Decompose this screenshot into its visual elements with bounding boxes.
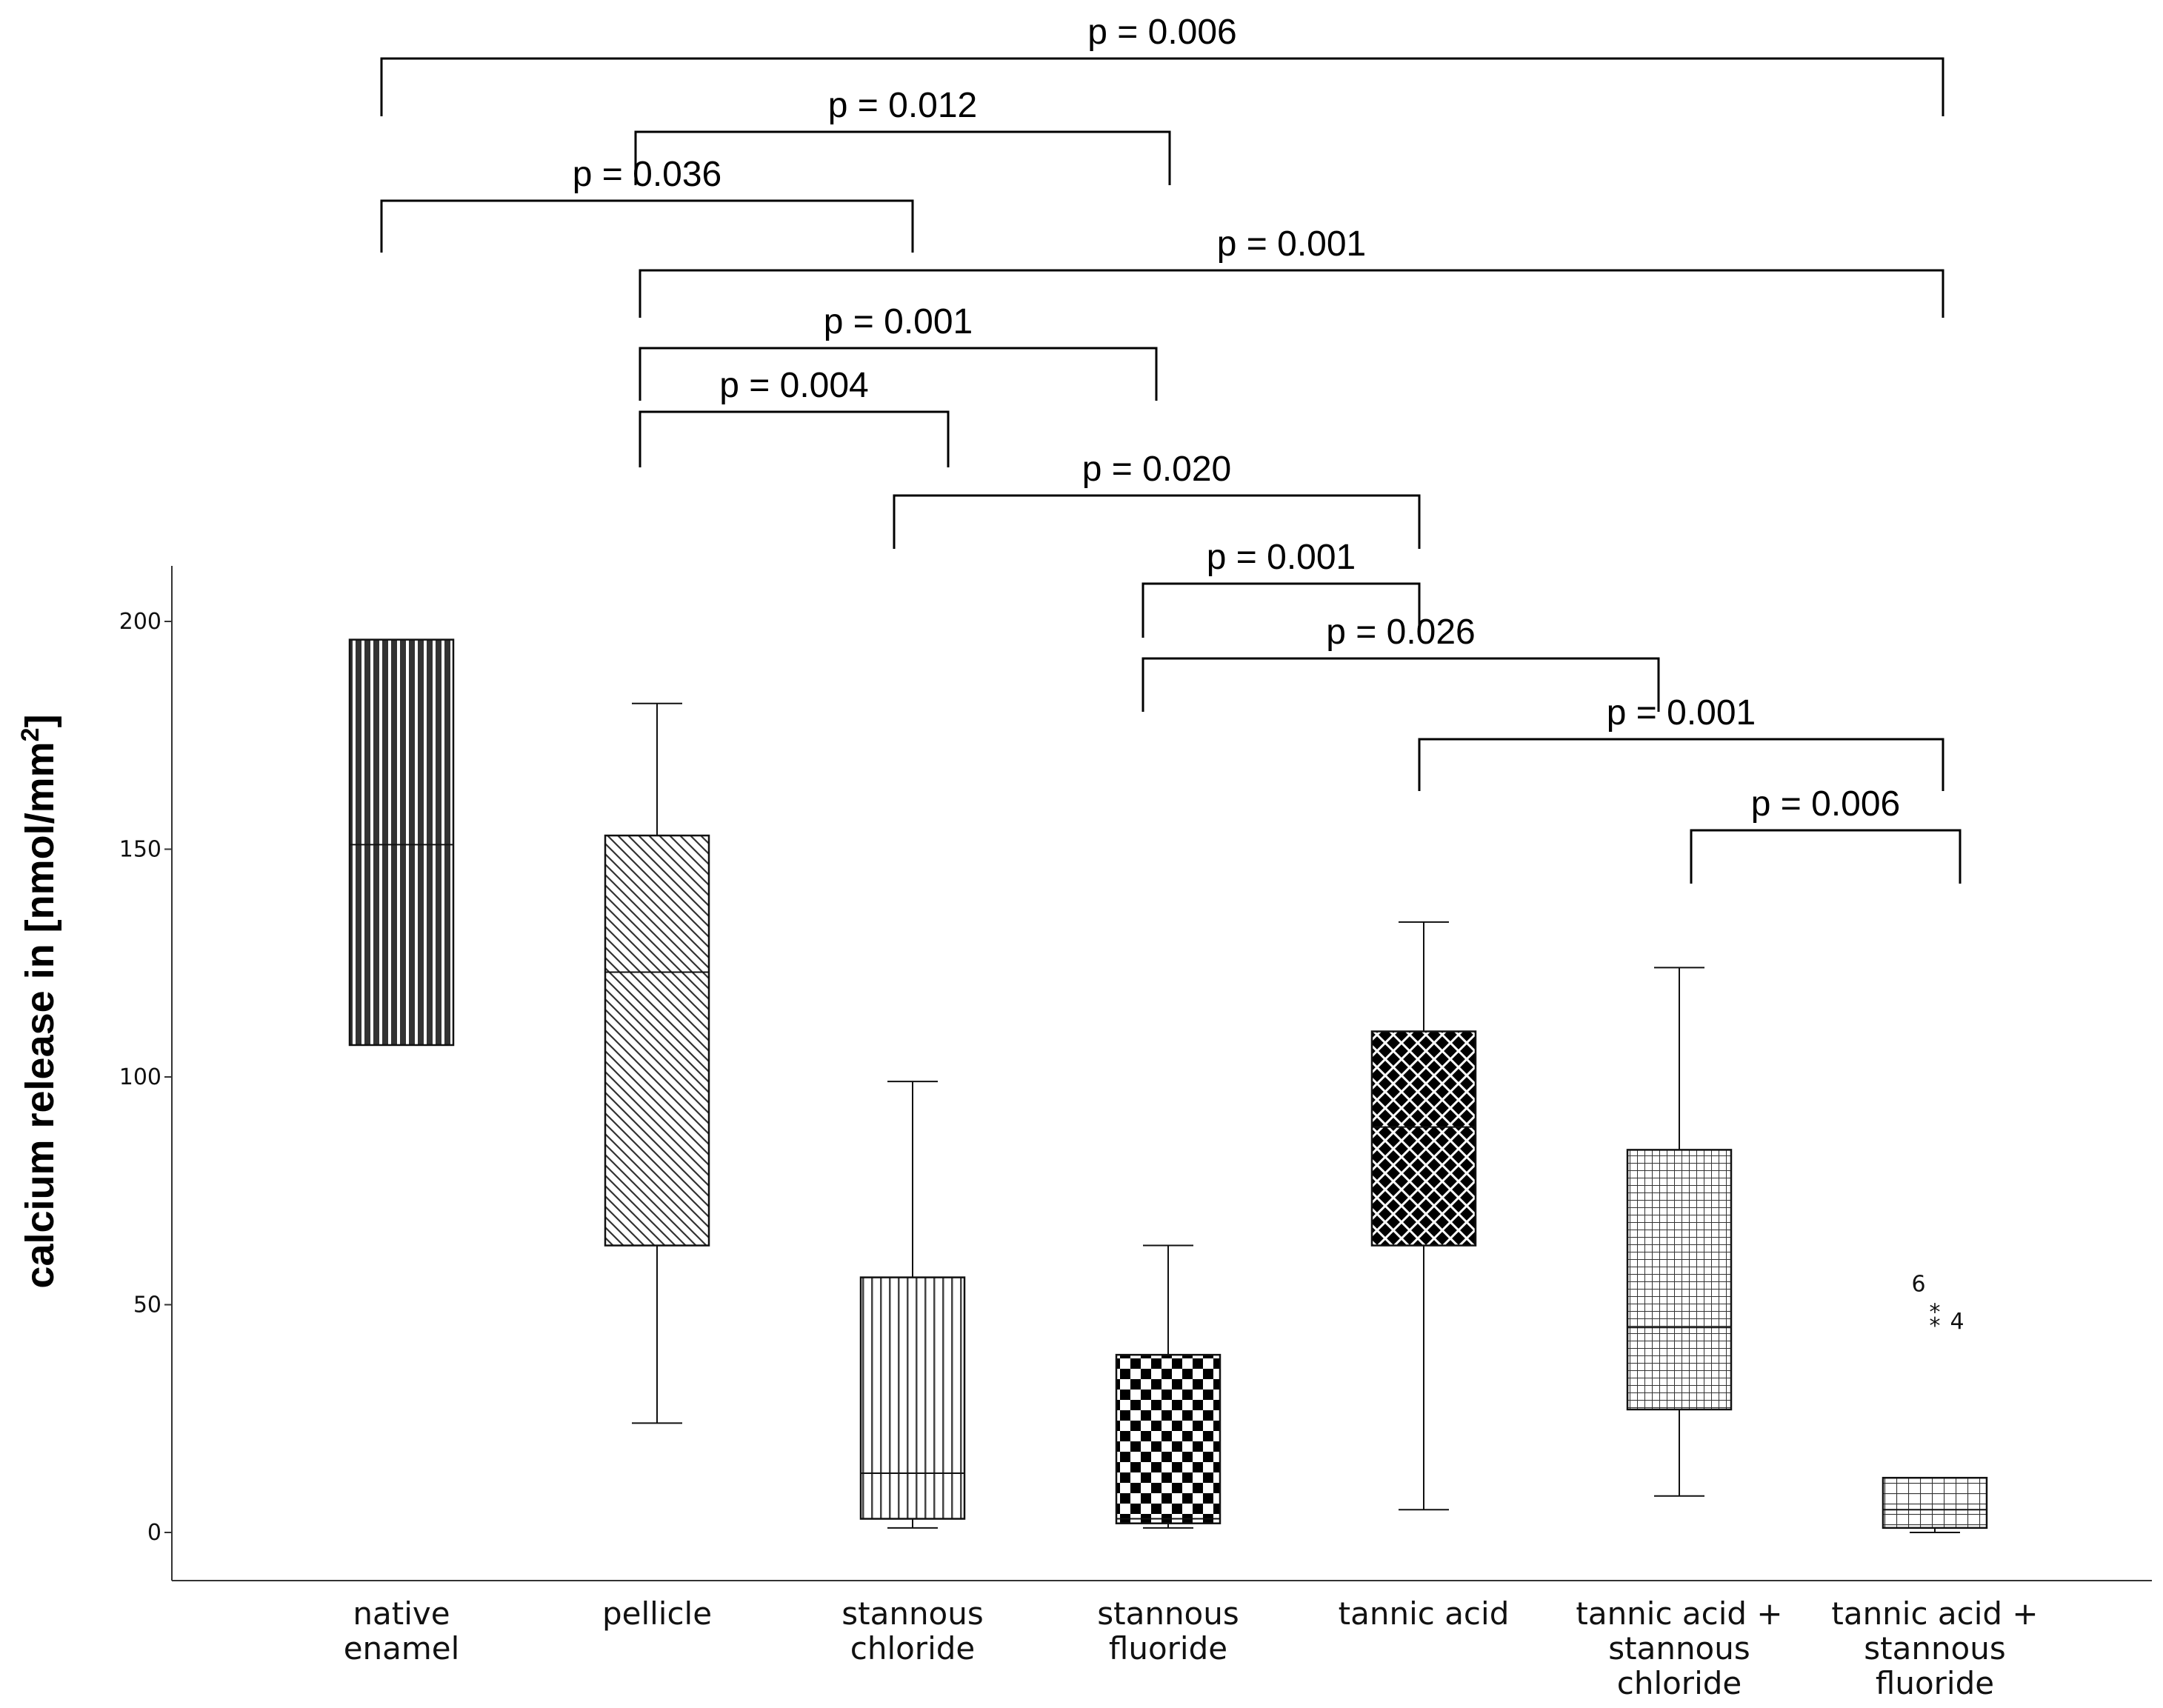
significance-bracket	[1142, 582, 1421, 638]
category-label-line: tannic acid +	[1576, 1595, 1782, 1632]
box-native_enamel	[348, 638, 455, 1047]
p-value-label: p = 0.006	[1751, 784, 1901, 824]
outlier-marker: *	[1930, 1313, 1941, 1339]
category-label-line: tannic acid +	[1831, 1595, 2038, 1632]
category-label-line: chloride	[850, 1630, 976, 1667]
significance-bracket	[380, 199, 914, 253]
box-iqr	[604, 834, 710, 1247]
category-label-line: enamel	[344, 1630, 460, 1667]
box-series: *6* 4	[348, 638, 1988, 1533]
box-pellicle	[604, 702, 710, 1424]
category-label-line: native	[353, 1595, 450, 1632]
box-ta_sf: *6* 4	[1882, 1272, 1988, 1533]
significance-bracket	[1142, 657, 1660, 712]
outlier-label: 6	[1911, 1272, 1925, 1298]
box-stannous_chloride	[859, 1081, 966, 1529]
p-value-label: p = 0.001	[1207, 538, 1356, 577]
box-ta_schl	[1626, 967, 1733, 1497]
y-tick-labels: 0 50 100 150 200	[119, 609, 172, 1546]
category-label-line: chloride	[1617, 1665, 1742, 1701]
category-label-line: fluoride	[1109, 1630, 1227, 1667]
p-value-label: p = 0.006	[1087, 13, 1237, 52]
y-tick-label: 100	[119, 1064, 161, 1090]
p-value-label: p = 0.012	[828, 86, 978, 125]
category-label-line: stannous	[841, 1595, 984, 1632]
p-value-label: p = 0.020	[1082, 450, 1232, 489]
category-label-line: stannous	[1608, 1630, 1750, 1667]
y-tick-label: 50	[133, 1292, 161, 1318]
p-value-label: p = 0.026	[1326, 613, 1476, 652]
significance-bracket	[1690, 829, 1962, 884]
significance-bracket	[639, 410, 950, 467]
p-value-label: p = 0.001	[1217, 224, 1367, 264]
box-tannic_acid	[1370, 921, 1477, 1511]
box-stannous_fluoride	[1115, 1244, 1222, 1529]
y-tick-label: 150	[119, 837, 161, 863]
significance-bracket	[634, 130, 1171, 185]
box-iqr	[1115, 1353, 1222, 1524]
outlier-label: 4	[1950, 1309, 1964, 1335]
significance-brackets: p = 0.006 p = 0.012 p = 0.036 p = 0.001 p = …	[380, 13, 1962, 884]
p-value-label: p = 0.001	[1607, 693, 1756, 733]
significance-bracket	[893, 494, 1421, 549]
category-label-line: stannous	[1864, 1630, 2006, 1667]
y-tick-label: 200	[119, 609, 161, 635]
box-iqr	[1882, 1476, 1988, 1529]
p-value-label: p = 0.036	[573, 155, 722, 194]
box-iqr	[348, 638, 455, 1047]
significance-bracket	[1418, 738, 1944, 791]
box-iqr	[1370, 1030, 1477, 1247]
category-label-line: stannous	[1097, 1595, 1239, 1632]
y-axis-label: calcium release in [nmol/mm2]	[16, 714, 62, 1288]
p-value-label: p = 0.001	[824, 302, 973, 341]
significance-bracket	[639, 347, 1158, 401]
outlier-marker: *	[1930, 1300, 1941, 1326]
significance-bracket	[639, 269, 1944, 318]
category-label-line: pellicle	[602, 1595, 712, 1632]
significance-bracket	[380, 57, 1944, 116]
category-label-line: tannic acid	[1339, 1595, 1510, 1632]
category-label-line: fluoride	[1876, 1665, 1994, 1701]
box-iqr	[1626, 1149, 1733, 1411]
p-value-label: p = 0.004	[719, 366, 869, 405]
box-iqr	[859, 1276, 966, 1520]
y-tick-label: 0	[147, 1520, 161, 1546]
